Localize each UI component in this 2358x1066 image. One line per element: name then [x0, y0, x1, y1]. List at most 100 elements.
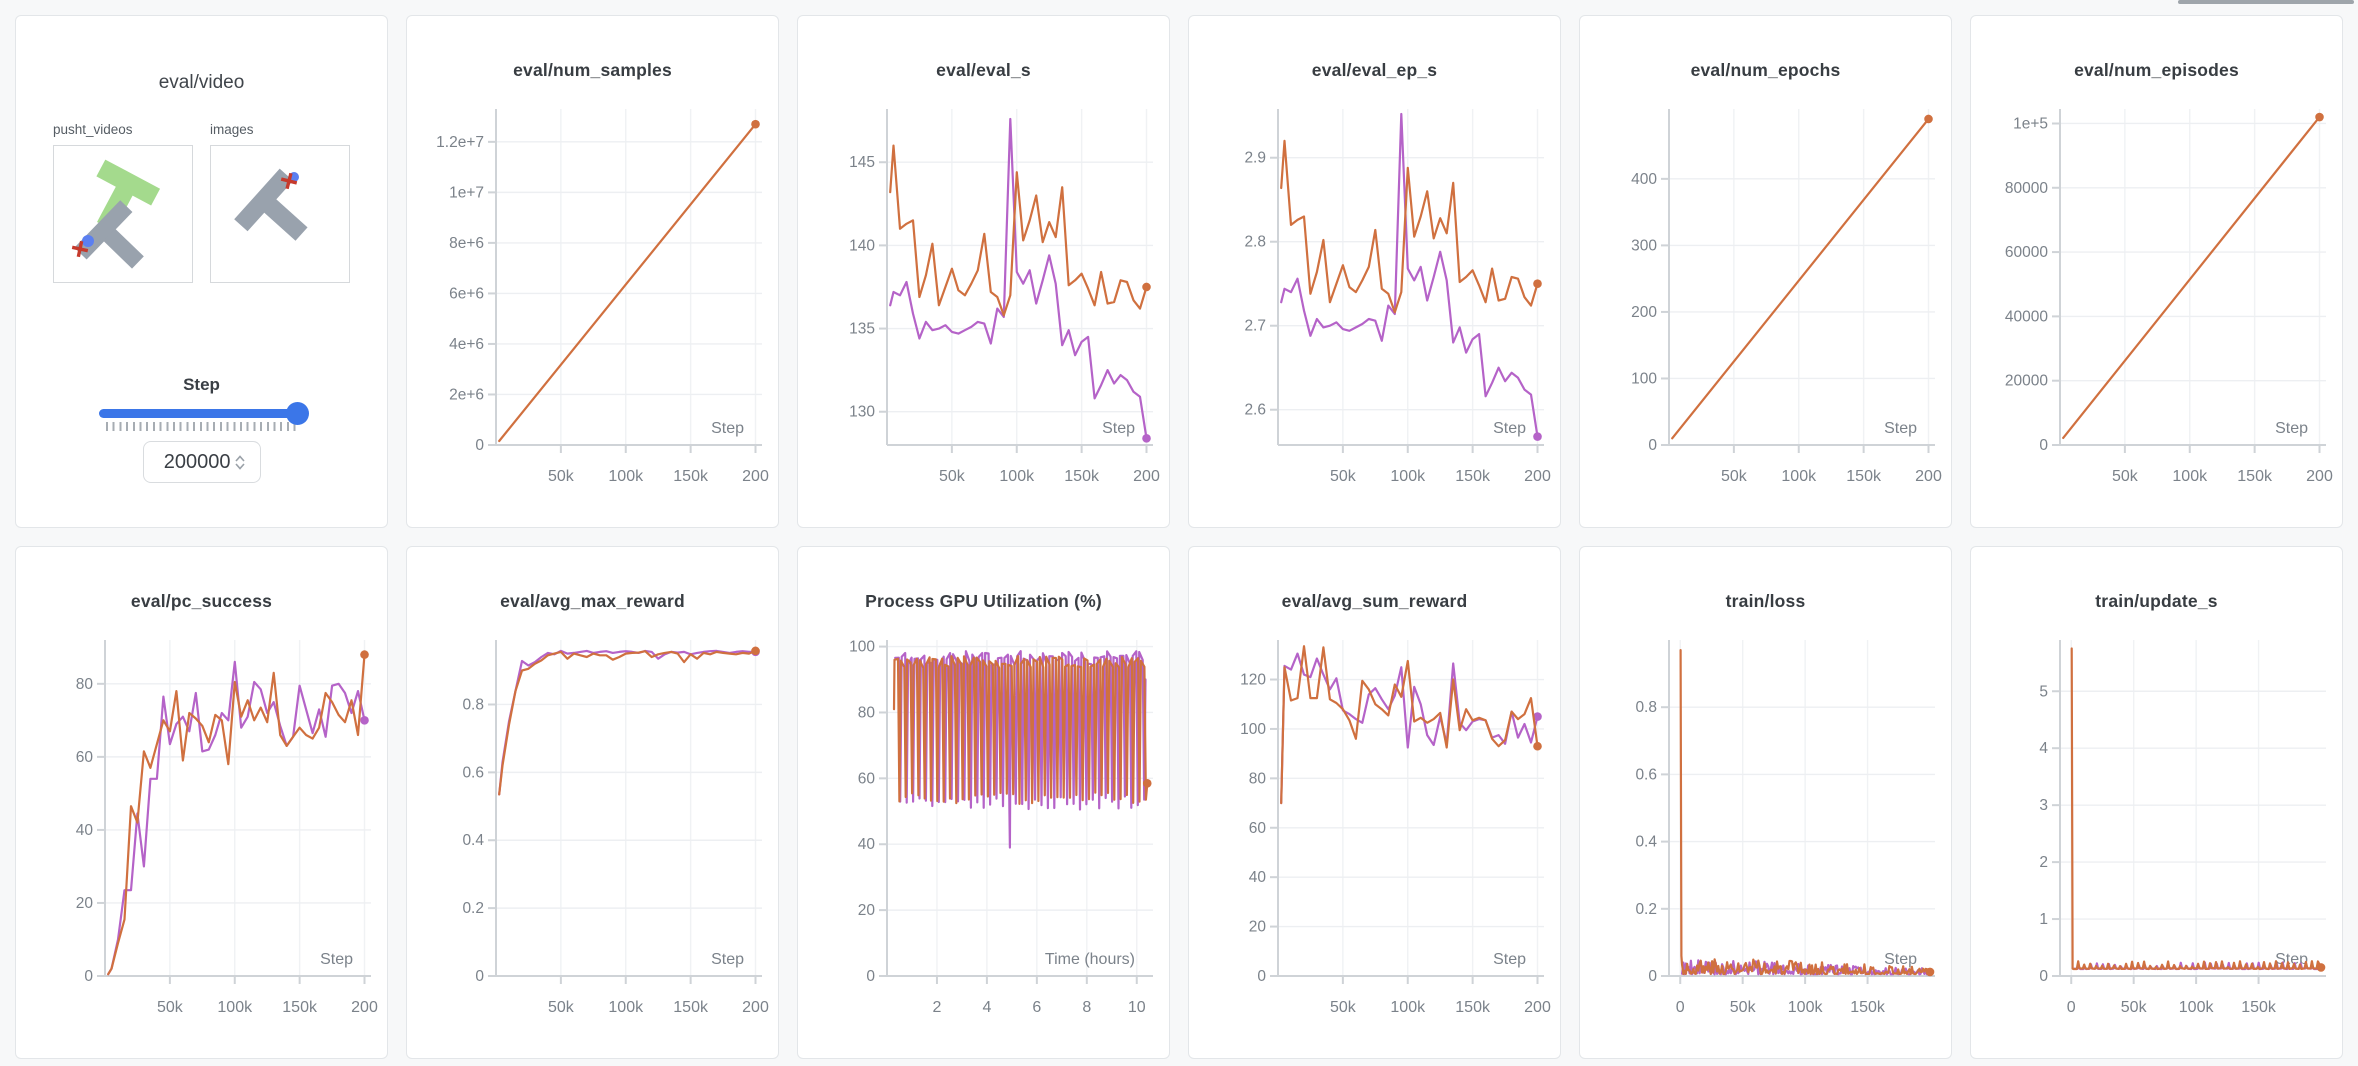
chart-canvas[interactable]: 50k 100k 150k 200 2.6 2.7 2.8 2.9 Step — [1194, 93, 1556, 493]
chart-panel[interactable]: Process GPU Utilization (%) 2 4 6 8 10 0 20 40 60… — [797, 546, 1170, 1059]
svg-text:100k: 100k — [2178, 999, 2214, 1016]
latest-point-dot — [2316, 963, 2325, 972]
svg-text:100: 100 — [1631, 370, 1657, 387]
svg-text:0: 0 — [475, 437, 484, 454]
svg-text:6: 6 — [1032, 999, 1041, 1016]
series-run-orange — [1678, 649, 1931, 976]
svg-text:50k: 50k — [156, 999, 183, 1016]
latest-point-dot — [750, 119, 760, 129]
chart-panel[interactable]: eval/num_episodes 50k 100k 150k 200 0 20000 400… — [1970, 15, 2343, 528]
svg-text:0: 0 — [2066, 999, 2075, 1016]
goal-cross-icon — [280, 172, 298, 190]
svg-text:0.8: 0.8 — [462, 696, 484, 713]
svg-text:50k: 50k — [1329, 999, 1356, 1016]
svg-text:100k: 100k — [2172, 468, 2208, 485]
series-run-orange — [892, 655, 1148, 805]
chart-panel[interactable]: eval/num_epochs 50k 100k 150k 200 0 100 200 300 4… — [1579, 15, 1952, 528]
chart-canvas-holder: 50k 100k 150k 200 0 20 40 60 80 100 120 Step — [1189, 624, 1560, 1024]
svg-text:20: 20 — [75, 895, 93, 912]
chart-title: eval/num_samples — [513, 60, 672, 80]
slider-thumb[interactable] — [285, 402, 309, 425]
chart-title: eval/avg_sum_reward — [1281, 591, 1468, 611]
slider-track[interactable] — [98, 409, 305, 418]
chart-panel[interactable]: train/update_s 0 50k 100k 150k 0 1 2 3 4 5 Step — [1970, 546, 2343, 1059]
horizontal-scrollbar[interactable] — [2178, 0, 2354, 4]
step-input-box — [142, 441, 261, 483]
chart-title: eval/pc_success — [130, 591, 273, 611]
chart-panel[interactable]: eval/avg_sum_reward 50k 100k 150k 200 0 20 40 60… — [1188, 546, 1561, 1059]
chart-canvas[interactable]: 50k 100k 150k 200 0 0.2 0.4 0.6 0.8 Step — [412, 624, 774, 1024]
svg-text:20000: 20000 — [2004, 373, 2047, 390]
svg-text:0: 0 — [1675, 999, 1684, 1016]
svg-text:0.2: 0.2 — [462, 900, 484, 917]
chart-canvas[interactable]: 0 50k 100k 150k 0 1 2 3 4 5 Step — [1976, 624, 2338, 1024]
pusht-scene-image — [71, 159, 161, 269]
svg-text:200: 200 — [1524, 999, 1551, 1016]
chart-title: train/loss — [1725, 591, 1806, 611]
chart-canvas-holder: 0 50k 100k 150k 0 0.2 0.4 0.6 0.8 Step — [1580, 624, 1951, 1024]
step-input[interactable] — [158, 450, 231, 474]
chart-canvas[interactable]: 50k 100k 150k 200 0 20 40 60 80 Step — [21, 624, 383, 1024]
pusht-scene-image-2 — [234, 168, 308, 241]
svg-text:1e+5: 1e+5 — [2013, 115, 2048, 132]
svg-text:0.6: 0.6 — [462, 764, 484, 781]
x-axis-title: Step — [1102, 420, 1135, 437]
panel-eval-video[interactable]: eval/video pusht_videos images — [15, 15, 388, 528]
svg-text:50k: 50k — [2120, 999, 2147, 1016]
series-run-orange — [2061, 115, 2321, 439]
pusht-video-thumbnail[interactable] — [53, 145, 193, 283]
svg-text:6e+6: 6e+6 — [449, 285, 484, 302]
svg-text:50k: 50k — [547, 468, 574, 485]
chart-canvas[interactable]: 50k 100k 150k 200 130 135 140 145 Step — [803, 93, 1165, 493]
chart-panel[interactable]: eval/num_samples 50k 100k 150k 200 0 2e+6 4e+6 6… — [406, 15, 779, 528]
images-thumbnail[interactable] — [210, 145, 350, 283]
series-run-purple — [497, 649, 757, 796]
chart-canvas[interactable]: 50k 100k 150k 200 0 2e+6 4e+6 6e+6 8e+6 1e+7 1.2e+… — [412, 93, 774, 493]
chevron-up-icon[interactable] — [234, 454, 245, 462]
svg-text:50k: 50k — [1720, 468, 1747, 485]
svg-text:0: 0 — [475, 968, 484, 985]
svg-text:100: 100 — [849, 639, 875, 656]
svg-text:4: 4 — [2039, 740, 2048, 757]
chart-canvas[interactable]: 50k 100k 150k 200 0 100 200 300 400 Step — [1585, 93, 1947, 493]
svg-text:3: 3 — [2039, 797, 2048, 814]
svg-text:50k: 50k — [1329, 468, 1356, 485]
svg-text:150k: 150k — [1455, 468, 1491, 485]
chart-panel[interactable]: eval/avg_max_reward 50k 100k 150k 200 0 0.2 0.4… — [406, 546, 779, 1059]
svg-text:5: 5 — [2039, 683, 2048, 700]
svg-text:50k: 50k — [1729, 999, 1756, 1016]
chart-panel[interactable]: eval/eval_s 50k 100k 150k 200 130 135 140 145 Ste… — [797, 15, 1170, 528]
slider-tick-ruler — [105, 422, 298, 431]
x-axis-title: Step — [1493, 420, 1526, 437]
svg-text:2: 2 — [2039, 854, 2048, 871]
stepper-buttons[interactable] — [234, 454, 245, 470]
svg-text:40: 40 — [857, 836, 875, 853]
svg-text:300: 300 — [1631, 237, 1657, 254]
svg-text:150k: 150k — [1846, 468, 1882, 485]
svg-text:150k: 150k — [2241, 999, 2277, 1016]
svg-text:60: 60 — [857, 770, 875, 787]
chevron-down-icon[interactable] — [234, 462, 245, 470]
step-slider[interactable] — [98, 402, 309, 425]
chart-canvas[interactable]: 50k 100k 150k 200 0 20000 40000 60000 80000 1e+5 S… — [1976, 93, 2338, 493]
latest-point-dot — [1141, 282, 1151, 292]
x-axis-title: Step — [711, 951, 744, 968]
chart-canvas[interactable]: 0 50k 100k 150k 0 0.2 0.4 0.6 0.8 Step — [1585, 624, 1947, 1024]
svg-text:200: 200 — [351, 999, 378, 1016]
chart-canvas-holder: 50k 100k 150k 200 0 0.2 0.4 0.6 0.8 Step — [407, 624, 778, 1024]
svg-text:100: 100 — [1240, 721, 1266, 738]
chart-canvas[interactable]: 50k 100k 150k 200 0 20 40 60 80 100 120 Step — [1194, 624, 1556, 1024]
series-run-purple — [1279, 112, 1539, 438]
svg-text:4e+6: 4e+6 — [449, 336, 484, 353]
chart-panel[interactable]: eval/pc_success 50k 100k 150k 200 0 20 40 60 80 St… — [15, 546, 388, 1059]
svg-text:120: 120 — [1240, 672, 1266, 689]
chart-panel[interactable]: train/loss 0 50k 100k 150k 0 0.2 0.4 0.6 0.8 Step — [1579, 546, 1952, 1059]
x-axis-title: Step — [1493, 951, 1526, 968]
x-axis-title: Step — [2275, 420, 2308, 437]
svg-text:100k: 100k — [999, 468, 1035, 485]
svg-text:2e+6: 2e+6 — [449, 386, 484, 403]
svg-text:80: 80 — [857, 704, 875, 721]
chart-panel[interactable]: eval/eval_ep_s 50k 100k 150k 200 2.6 2.7 2.8 2.9… — [1188, 15, 1561, 528]
step-slider-label: Step — [183, 375, 220, 394]
